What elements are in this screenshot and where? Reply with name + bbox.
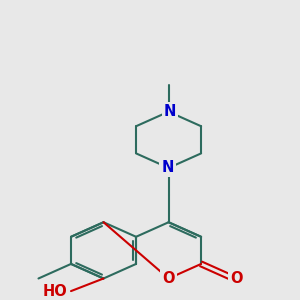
Text: N: N <box>164 104 176 119</box>
Text: O: O <box>230 271 242 286</box>
Text: HO: HO <box>43 284 67 298</box>
Text: N: N <box>161 160 173 175</box>
Text: O: O <box>162 271 175 286</box>
